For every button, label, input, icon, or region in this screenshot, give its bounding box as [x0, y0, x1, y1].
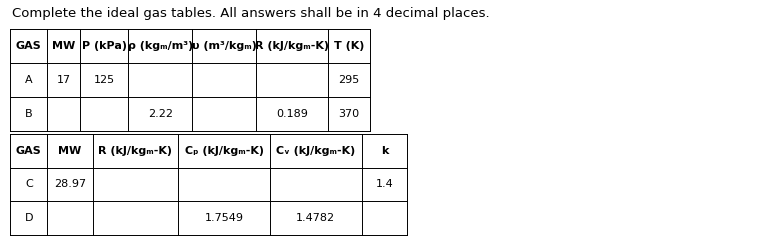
Text: R (kJ/kgₘ-K): R (kJ/kgₘ-K): [98, 146, 173, 156]
Text: Complete the ideal gas tables. All answers shall be in 4 decimal places.: Complete the ideal gas tables. All answe…: [12, 7, 489, 20]
Text: GAS: GAS: [16, 41, 42, 51]
Text: 17: 17: [57, 75, 71, 85]
Text: MW: MW: [58, 146, 82, 156]
Text: R (kJ/kgₘ-K): R (kJ/kgₘ-K): [254, 41, 329, 51]
Text: D: D: [25, 213, 33, 223]
Text: T (K): T (K): [334, 41, 364, 51]
Text: 1.7549: 1.7549: [205, 213, 244, 223]
Text: 28.97: 28.97: [54, 180, 86, 189]
Text: A: A: [25, 75, 33, 85]
Text: 370: 370: [338, 109, 359, 119]
Text: P (kPa): P (kPa): [82, 41, 127, 51]
Text: 1.4782: 1.4782: [296, 213, 335, 223]
Text: C: C: [25, 180, 33, 189]
Text: 125: 125: [93, 75, 115, 85]
Text: 1.4: 1.4: [376, 180, 393, 189]
Text: υ (m³/kgₘ): υ (m³/kgₘ): [191, 41, 257, 51]
Text: B: B: [25, 109, 33, 119]
Text: Cᵥ (kJ/kgₘ-K): Cᵥ (kJ/kgₘ-K): [276, 146, 356, 156]
Text: 295: 295: [338, 75, 359, 85]
Text: 2.22: 2.22: [148, 109, 173, 119]
Text: MW: MW: [52, 41, 75, 51]
Text: ρ (kgₘ/m³): ρ (kgₘ/m³): [128, 41, 193, 51]
Text: GAS: GAS: [16, 146, 42, 156]
Text: 0.189: 0.189: [276, 109, 307, 119]
Text: k: k: [380, 146, 388, 156]
Text: Cₚ (kJ/kgₘ-K): Cₚ (kJ/kgₘ-K): [184, 146, 264, 156]
